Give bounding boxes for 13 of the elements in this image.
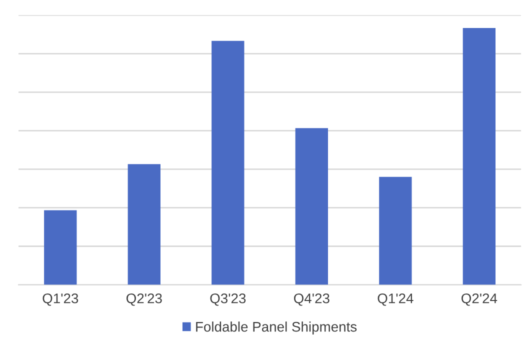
bar — [212, 40, 244, 285]
bar — [128, 164, 160, 285]
x-tick-label: Q2'24 — [462, 293, 498, 306]
x-tick-label: Q4'23 — [294, 293, 330, 306]
bar — [295, 128, 328, 285]
x-tick-label: Q1'23 — [42, 293, 78, 306]
x-tick-label: Q3'23 — [210, 293, 246, 306]
bar — [462, 28, 496, 285]
legend-label: Foldable Panel Shipments — [196, 322, 357, 334]
bar — [379, 176, 412, 285]
x-tick-label: Q1'24 — [378, 293, 414, 306]
x-tick-label: Q2'23 — [126, 293, 162, 306]
bar — [44, 210, 77, 285]
